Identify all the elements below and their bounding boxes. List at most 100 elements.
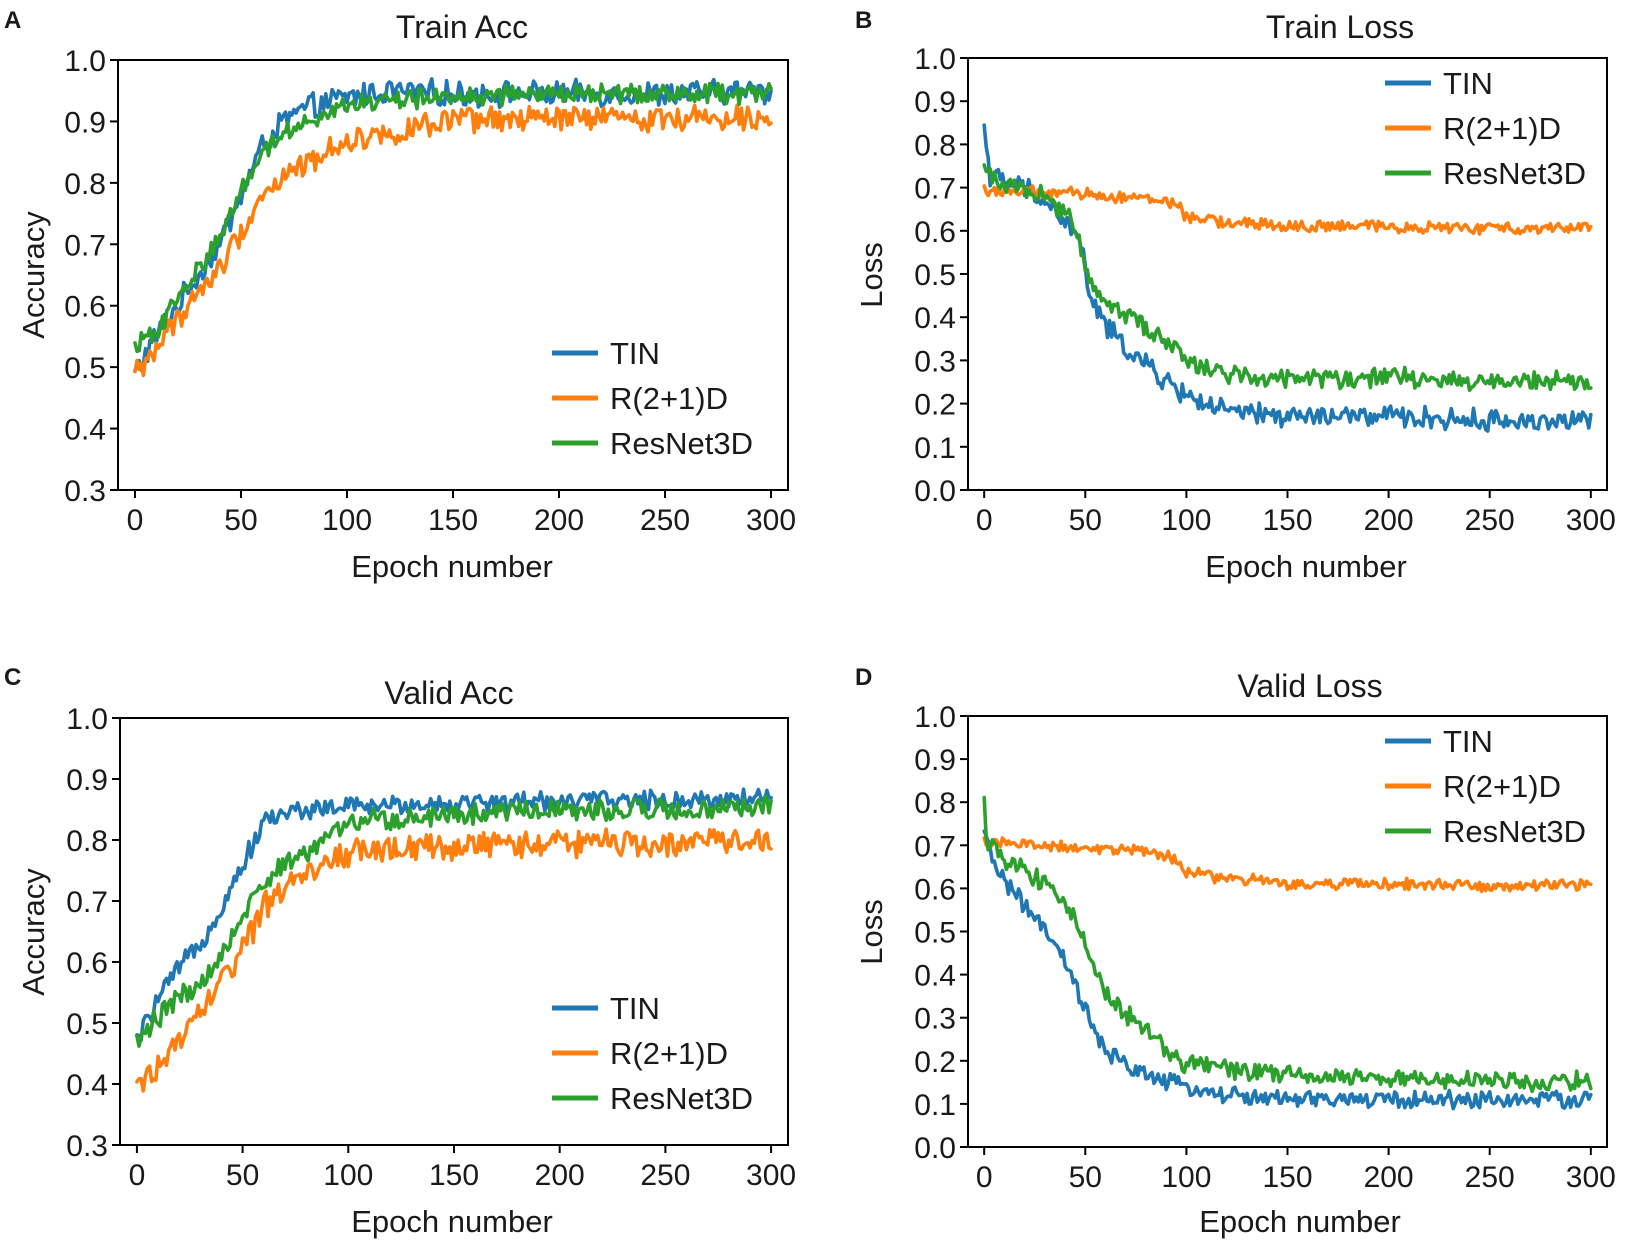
- y-tick-label: 0.6: [914, 873, 956, 906]
- x-tick-label: 50: [224, 504, 257, 537]
- legend-label: R(2+1)D: [610, 1036, 728, 1071]
- x-tick-label: 100: [323, 1159, 373, 1192]
- legend-label: TIN: [1443, 724, 1493, 759]
- chart-title: Train Acc: [396, 9, 528, 45]
- y-tick-label: 0.7: [914, 173, 956, 206]
- x-tick-label: 150: [1262, 1161, 1312, 1194]
- x-axis-label: Epoch number: [1205, 549, 1407, 584]
- legend-label: ResNet3D: [610, 426, 753, 461]
- panel-b: B Train Loss Epoch number Loss 0 50 100 150 200 2…: [854, 7, 1616, 584]
- panel-d: D Valid Loss Epoch number Loss 0 50 100 150 200 2…: [854, 664, 1616, 1239]
- x-tick-label: 200: [1364, 1161, 1414, 1194]
- y-tick-label: 0.3: [64, 475, 106, 508]
- x-axis-label: Epoch number: [351, 1204, 553, 1239]
- legend: TIN R(2+1)D ResNet3D: [552, 336, 753, 461]
- x-axis-label: Epoch number: [351, 549, 553, 584]
- y-tick-label: 0.3: [914, 1003, 956, 1036]
- y-tick-label: 0.4: [914, 960, 956, 993]
- y-tick-label: 1.0: [64, 45, 106, 78]
- series-line-r-2-1-d: [982, 184, 1593, 236]
- series-group: [135, 787, 773, 1093]
- y-tick-label: 0.1: [914, 432, 956, 465]
- x-tick-label: 0: [976, 1161, 993, 1194]
- series-line-resnet3d: [133, 81, 773, 354]
- y-tick-label: 0.8: [64, 168, 106, 201]
- series-line-tin: [982, 829, 1593, 1111]
- chart-title: Valid Acc: [384, 675, 513, 711]
- panel-letter: B: [855, 7, 872, 34]
- series-group: [982, 795, 1593, 1111]
- x-tick-label: 0: [976, 504, 993, 537]
- y-tick-label: 0.8: [66, 825, 108, 858]
- y-tick-label: 0.9: [64, 106, 106, 139]
- y-tick-label: 0.7: [914, 830, 956, 863]
- legend: TIN R(2+1)D ResNet3D: [552, 991, 753, 1116]
- legend-label: ResNet3D: [1443, 156, 1586, 191]
- x-tick-label: 100: [1161, 1161, 1211, 1194]
- x-tick-label: 150: [428, 504, 478, 537]
- x-tick-label: 200: [1364, 504, 1414, 537]
- y-tick-label: 0.9: [66, 764, 108, 797]
- x-tick-label: 150: [429, 1159, 479, 1192]
- y-tick-label: 0.4: [66, 1069, 108, 1102]
- chart-title: Train Loss: [1266, 9, 1414, 45]
- y-tick-label: 0.2: [914, 389, 956, 422]
- y-tick-label: 0.9: [914, 86, 956, 119]
- x-axis-label: Epoch number: [1199, 1204, 1401, 1239]
- series-group: [982, 123, 1593, 433]
- x-tick-label: 250: [640, 504, 690, 537]
- x-tick-label: 50: [1069, 1161, 1102, 1194]
- x-tick-label: 50: [1069, 504, 1102, 537]
- y-tick-label: 0.7: [64, 229, 106, 262]
- y-tick-label: 0.4: [914, 302, 956, 335]
- legend-label: ResNet3D: [1443, 814, 1586, 849]
- x-tick-label: 0: [129, 1159, 146, 1192]
- y-tick-label: 0.0: [914, 1132, 956, 1165]
- x-tick-label: 100: [322, 504, 372, 537]
- panel-a: A Train Acc Epoch number Accuracy 0 50 100 150 2…: [4, 7, 796, 584]
- x-tick-label: 100: [1161, 504, 1211, 537]
- legend: TIN R(2+1)D ResNet3D: [1385, 66, 1586, 191]
- y-tick-label: 0.5: [914, 917, 956, 950]
- y-tick-label: 0.1: [914, 1089, 956, 1122]
- y-tick-label: 0.4: [64, 414, 106, 447]
- x-tick-label: 250: [640, 1159, 690, 1192]
- x-tick-label: 250: [1465, 504, 1515, 537]
- x-tick-label: 200: [534, 504, 584, 537]
- series-group: [133, 77, 773, 378]
- panel-letter: A: [4, 7, 21, 34]
- legend-label: R(2+1)D: [1443, 769, 1561, 804]
- legend-label: ResNet3D: [610, 1081, 753, 1116]
- x-tick-label: 300: [746, 504, 796, 537]
- series-line-resnet3d: [982, 163, 1593, 392]
- x-tick-label: 300: [1566, 1161, 1616, 1194]
- y-tick-label: 1.0: [66, 703, 108, 736]
- x-tick-label: 150: [1262, 504, 1312, 537]
- y-tick-label: 0.3: [914, 345, 956, 378]
- y-axis-label: Accuracy: [16, 868, 51, 996]
- y-tick-label: 0.7: [66, 886, 108, 919]
- y-tick-label: 0.5: [66, 1008, 108, 1041]
- x-tick-label: 200: [535, 1159, 585, 1192]
- y-tick-label: 0.8: [914, 787, 956, 820]
- x-tick-label: 50: [226, 1159, 259, 1192]
- x-tick-label: 300: [746, 1159, 796, 1192]
- legend-label: R(2+1)D: [610, 381, 728, 416]
- y-tick-label: 0.9: [914, 744, 956, 777]
- chart-title: Valid Loss: [1237, 668, 1382, 704]
- series-line-r-2-1-d: [133, 103, 773, 378]
- x-tick-label: 250: [1465, 1161, 1515, 1194]
- y-tick-label: 0.5: [914, 259, 956, 292]
- y-tick-label: 0.5: [64, 352, 106, 385]
- y-axis-label: Loss: [854, 242, 889, 307]
- series-line-tin: [135, 787, 773, 1043]
- legend: TIN R(2+1)D ResNet3D: [1385, 724, 1586, 849]
- y-tick-label: 0.6: [64, 291, 106, 324]
- legend-label: TIN: [1443, 66, 1493, 101]
- panel-c: C Valid Acc Epoch number Accuracy 0 50 100 150 2…: [4, 664, 796, 1239]
- series-line-r-2-1-d: [135, 827, 773, 1093]
- y-axis-label: Loss: [854, 899, 889, 964]
- legend-label: R(2+1)D: [1443, 111, 1561, 146]
- y-tick-label: 0.3: [66, 1130, 108, 1163]
- panel-letter: D: [855, 664, 872, 691]
